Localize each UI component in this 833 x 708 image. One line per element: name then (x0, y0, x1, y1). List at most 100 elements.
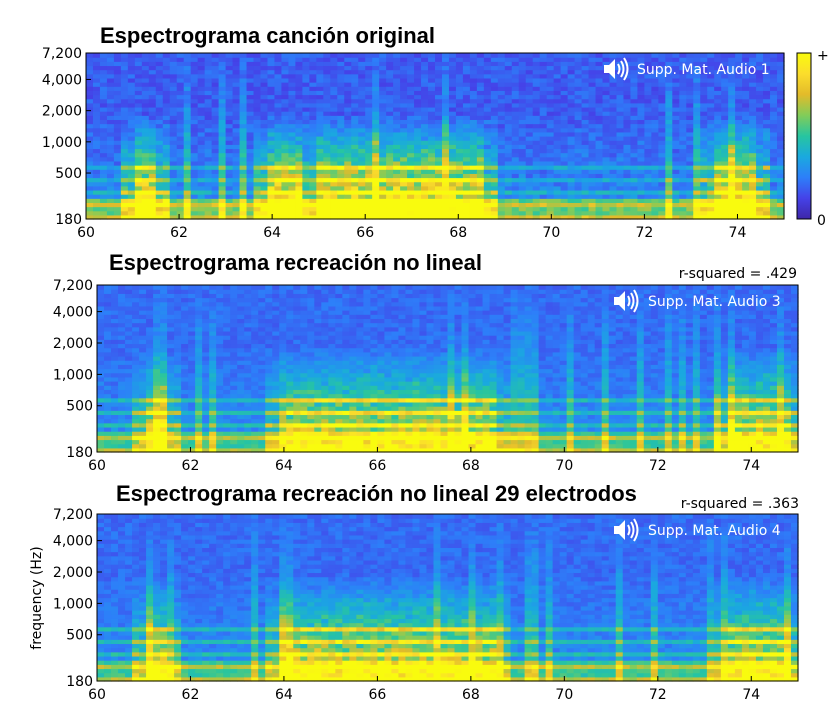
heatmap-cell (267, 102, 276, 108)
heatmap-cell (532, 131, 541, 137)
heatmap-cell (120, 115, 129, 120)
heatmap-cell (455, 77, 464, 83)
heatmap-cell (511, 123, 520, 129)
heatmap-cell (141, 61, 150, 67)
heatmap-cell (99, 206, 108, 212)
heatmap-cell (686, 53, 694, 58)
heatmap-cell (239, 102, 248, 108)
heatmap-cell (316, 198, 324, 203)
heatmap-cell (162, 144, 171, 150)
audio-link-label[interactable]: Supp. Mat. Audio 1 (637, 62, 770, 78)
heatmap-cell (111, 368, 119, 374)
heatmap-cell (435, 165, 443, 170)
heatmap-cell (237, 414, 245, 420)
heatmap-cell (462, 61, 471, 67)
heatmap-cell (251, 322, 259, 328)
heatmap-cell (86, 140, 94, 145)
heatmap-cell (763, 210, 771, 216)
heatmap-cell (770, 152, 778, 158)
heatmap-cell (469, 202, 478, 208)
heatmap-cell (216, 385, 224, 390)
heatmap-cell (428, 194, 436, 199)
heatmap-cell (581, 173, 590, 179)
heatmap-cell (183, 106, 192, 112)
heatmap-cell (574, 181, 583, 187)
heatmap-cell (574, 131, 583, 137)
heatmap-cell (735, 152, 743, 158)
heatmap-cell (351, 123, 359, 129)
heatmap-cell (714, 53, 722, 58)
heatmap-cell (770, 136, 778, 141)
heatmap-cell (169, 123, 178, 129)
heatmap-cell (190, 86, 199, 91)
heatmap-cell (274, 127, 283, 133)
heatmap-cell (742, 98, 750, 104)
heatmap-cell (365, 123, 373, 129)
heatmap-cell (323, 169, 331, 174)
heatmap-cell (127, 98, 136, 104)
heatmap-cell (407, 115, 415, 120)
heatmap-cell (539, 57, 548, 62)
heatmap-cell (232, 177, 241, 183)
heatmap-cell (97, 426, 105, 432)
heatmap-cell (372, 177, 380, 183)
heatmap-cell (132, 431, 140, 436)
heatmap-cell (132, 347, 140, 353)
heatmap-cell (295, 214, 303, 220)
heatmap-cell (756, 214, 764, 220)
heatmap-cell (197, 156, 206, 162)
heatmap-cell (770, 173, 778, 179)
heatmap-cell (749, 165, 757, 170)
heatmap-cell (560, 98, 569, 104)
heatmap-cell (99, 194, 108, 199)
heatmap-cell (511, 73, 520, 79)
heatmap-cell (106, 198, 115, 203)
heatmap-cell (497, 119, 506, 125)
heatmap-cell (211, 69, 220, 75)
heatmap-cell (160, 426, 168, 432)
heatmap-cell (197, 94, 206, 100)
heatmap-cell (490, 61, 499, 67)
heatmap-cell (244, 418, 252, 424)
heatmap-cell (239, 106, 248, 112)
heatmap-cell (407, 185, 415, 191)
heatmap-cell (281, 202, 290, 208)
heatmap-cell (400, 69, 408, 75)
heatmap-cell (209, 293, 217, 299)
heatmap-cell (435, 90, 443, 96)
heatmap-cell (721, 77, 729, 83)
heatmap-cell (139, 322, 147, 328)
heatmap-cell (435, 194, 443, 199)
heatmap-cell (218, 181, 227, 187)
heatmap-cell (658, 127, 666, 133)
heatmap-cell (202, 326, 210, 332)
heatmap-cell (386, 206, 394, 212)
heatmap-cell (351, 144, 359, 150)
heatmap-cell (511, 173, 520, 179)
heatmap-cell (104, 447, 112, 453)
heatmap-cell (379, 202, 387, 208)
heatmap-cell (714, 98, 722, 104)
heatmap-cell (469, 144, 478, 150)
heatmap-cell (393, 61, 401, 67)
heatmap-cell (316, 111, 324, 116)
heatmap-cell (763, 206, 771, 212)
heatmap-cell (525, 189, 534, 195)
heatmap-cell (637, 61, 645, 67)
heatmap-cell (372, 185, 380, 191)
heatmap-cell (86, 73, 94, 79)
heatmap-cell (251, 305, 259, 311)
heatmap-cell (351, 198, 359, 203)
heatmap-cell (455, 194, 464, 199)
heatmap-cell (188, 426, 196, 432)
heatmap-cell (588, 61, 597, 67)
heatmap-cell (483, 140, 492, 145)
heatmap-cell (258, 393, 266, 399)
heatmap-cell (511, 106, 520, 112)
heatmap-cell (553, 144, 562, 150)
heatmap-cell (525, 185, 534, 191)
heatmap-cell (637, 119, 645, 125)
heatmap-cell (176, 69, 185, 75)
heatmap-cell (365, 119, 373, 125)
heatmap-cell (141, 57, 150, 62)
